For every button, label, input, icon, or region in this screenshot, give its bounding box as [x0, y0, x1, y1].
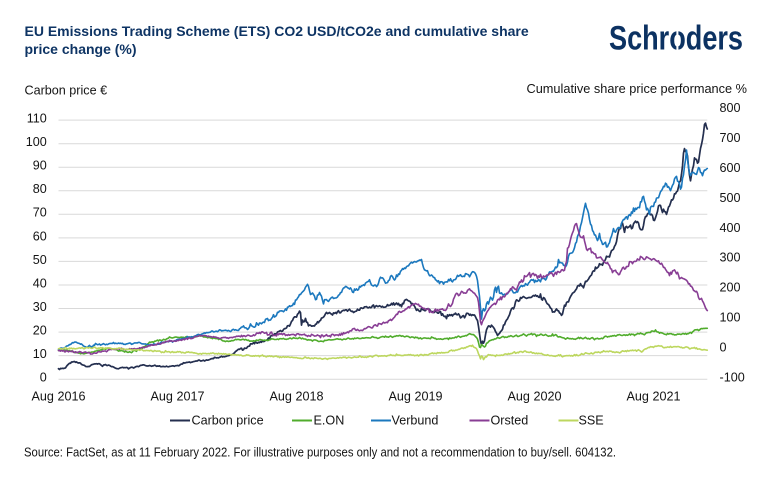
- svg-text:800: 800: [720, 101, 741, 115]
- svg-text:0: 0: [40, 371, 47, 385]
- svg-text:Aug 2019: Aug 2019: [389, 389, 443, 403]
- svg-text:0: 0: [720, 341, 727, 355]
- svg-text:60: 60: [33, 229, 47, 243]
- svg-text:Schroders: Schroders: [609, 20, 743, 58]
- svg-text:600: 600: [720, 161, 741, 175]
- svg-text:Orsted: Orsted: [491, 414, 529, 428]
- svg-text:-100: -100: [720, 371, 745, 385]
- svg-text:Aug 2018: Aug 2018: [270, 389, 324, 403]
- svg-text:SSE: SSE: [579, 414, 604, 428]
- svg-text:110: 110: [27, 112, 47, 126]
- svg-text:EU Emissions Trading Scheme (E: EU Emissions Trading Scheme (ETS) CO2 US…: [25, 23, 529, 39]
- svg-text:50: 50: [33, 253, 47, 267]
- svg-text:Source: FactSet, as at 11 Febr: Source: FactSet, as at 11 February 2022.…: [24, 446, 616, 460]
- svg-text:Carbon price €: Carbon price €: [25, 84, 108, 98]
- svg-text:Cumulative share price perform: Cumulative share price performance %: [527, 82, 748, 96]
- svg-text:10: 10: [33, 347, 47, 361]
- svg-text:40: 40: [33, 276, 47, 290]
- svg-text:70: 70: [33, 206, 47, 220]
- svg-text:80: 80: [33, 182, 47, 196]
- svg-text:20: 20: [33, 324, 47, 338]
- svg-text:500: 500: [720, 191, 741, 205]
- svg-text:Aug 2020: Aug 2020: [508, 389, 562, 403]
- svg-text:Verbund: Verbund: [392, 414, 439, 428]
- svg-text:700: 700: [720, 131, 741, 145]
- svg-text:300: 300: [720, 251, 741, 265]
- svg-text:Aug 2017: Aug 2017: [151, 389, 205, 403]
- svg-text:100: 100: [720, 311, 741, 325]
- svg-text:100: 100: [26, 135, 47, 149]
- svg-text:400: 400: [720, 221, 741, 235]
- svg-text:90: 90: [33, 159, 47, 173]
- svg-text:30: 30: [33, 300, 47, 314]
- svg-text:Aug 2016: Aug 2016: [32, 389, 86, 403]
- svg-text:E.ON: E.ON: [314, 414, 345, 428]
- svg-text:price change (%): price change (%): [25, 41, 137, 57]
- svg-text:Aug 2021: Aug 2021: [627, 389, 681, 403]
- svg-text:200: 200: [720, 281, 741, 295]
- svg-text:Carbon price: Carbon price: [192, 414, 264, 428]
